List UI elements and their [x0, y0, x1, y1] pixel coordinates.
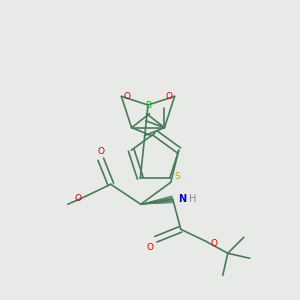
Text: O: O [124, 92, 131, 101]
Text: O: O [74, 194, 81, 203]
Text: O: O [165, 92, 172, 101]
Text: O: O [97, 147, 104, 156]
Text: N: N [178, 194, 186, 204]
Text: O: O [146, 243, 153, 252]
Text: S: S [175, 172, 181, 181]
Text: H: H [189, 194, 196, 204]
Text: O: O [210, 239, 217, 248]
Text: B: B [145, 101, 151, 110]
